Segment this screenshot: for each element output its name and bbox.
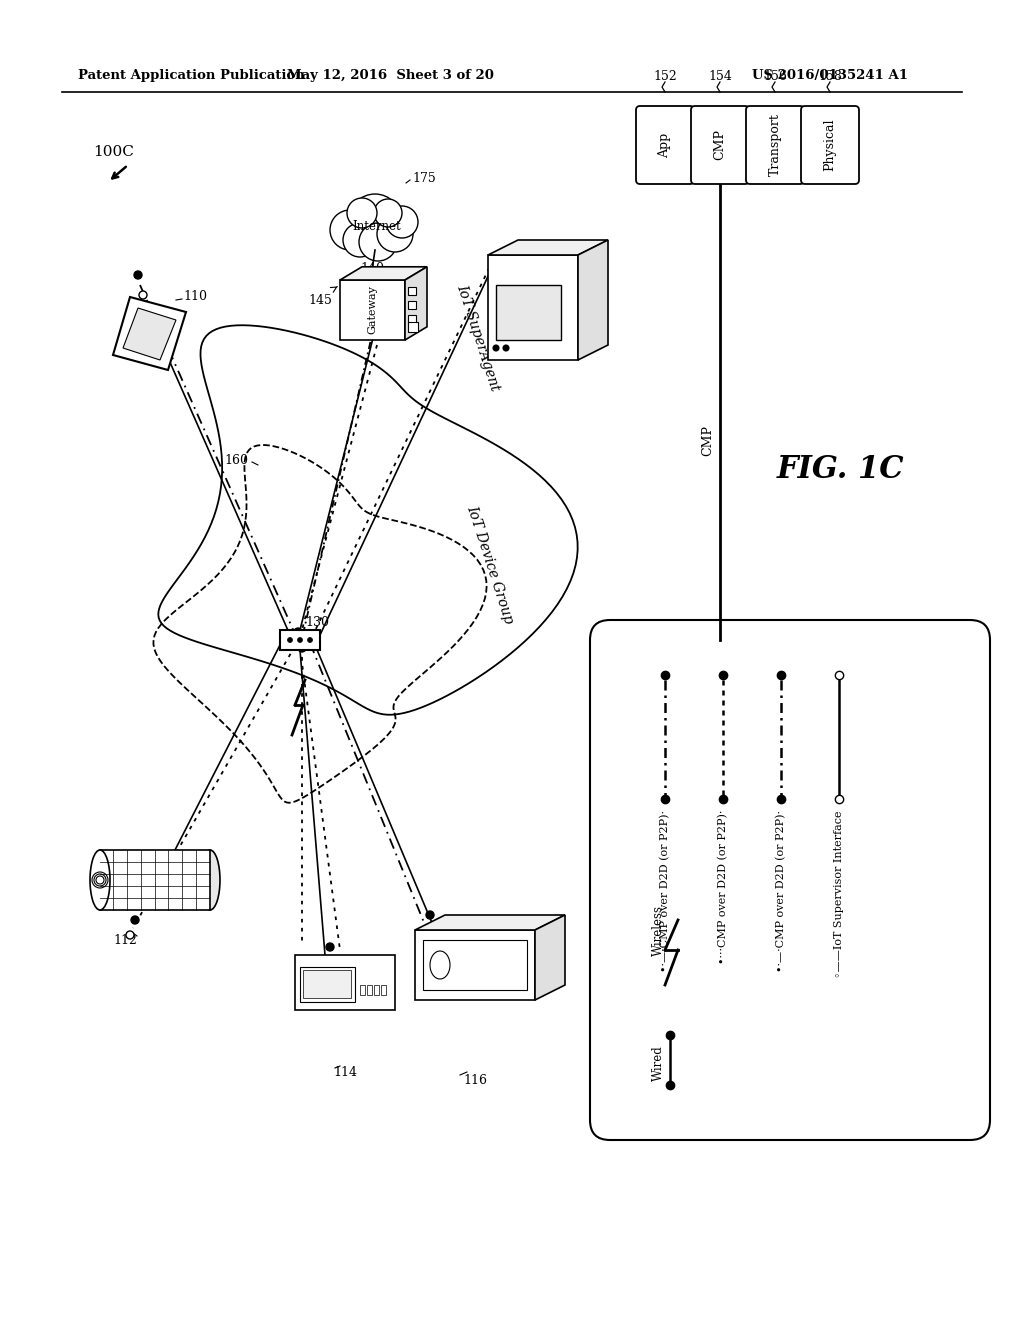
Polygon shape — [415, 915, 565, 931]
Bar — [408, 315, 416, 323]
Ellipse shape — [90, 850, 110, 909]
Circle shape — [347, 198, 377, 228]
Text: ◦——IoT Supervisor Interface: ◦——IoT Supervisor Interface — [834, 810, 844, 978]
Text: 154: 154 — [708, 70, 732, 83]
Circle shape — [298, 638, 302, 643]
Polygon shape — [488, 255, 578, 360]
Bar — [100, 850, 210, 909]
Bar — [496, 285, 561, 341]
Text: 152: 152 — [653, 70, 677, 83]
Bar — [408, 286, 416, 294]
Polygon shape — [406, 267, 427, 341]
Bar — [295, 954, 395, 1010]
Text: 140: 140 — [360, 261, 384, 275]
Text: Gateway: Gateway — [368, 285, 378, 334]
Ellipse shape — [200, 850, 220, 909]
Bar — [367, 985, 372, 995]
Circle shape — [386, 206, 418, 238]
Circle shape — [503, 345, 509, 351]
Text: Internet: Internet — [352, 219, 401, 232]
Text: Physical: Physical — [823, 119, 837, 172]
Text: May 12, 2016  Sheet 3 of 20: May 12, 2016 Sheet 3 of 20 — [287, 69, 494, 82]
Bar — [423, 940, 527, 990]
Polygon shape — [535, 915, 565, 1001]
Text: CMP: CMP — [714, 129, 726, 161]
Text: Wired: Wired — [651, 1045, 665, 1081]
Text: •·—·CMP over D2D (or P2P)·: •·—·CMP over D2D (or P2P)· — [659, 810, 670, 972]
Bar — [280, 630, 319, 649]
FancyBboxPatch shape — [746, 106, 804, 183]
Circle shape — [493, 345, 499, 351]
Text: CMP: CMP — [701, 425, 715, 455]
Text: 114: 114 — [333, 1067, 357, 1080]
Text: US 2016/0135241 A1: US 2016/0135241 A1 — [752, 69, 908, 82]
Bar — [381, 985, 386, 995]
Polygon shape — [415, 931, 535, 1001]
Circle shape — [131, 916, 139, 924]
Circle shape — [139, 290, 147, 300]
Circle shape — [298, 644, 306, 652]
Circle shape — [307, 638, 312, 643]
Text: 145: 145 — [308, 293, 332, 306]
Circle shape — [349, 194, 401, 246]
Bar — [303, 970, 351, 998]
Circle shape — [326, 942, 334, 950]
Text: 116: 116 — [463, 1073, 487, 1086]
Text: 110: 110 — [183, 290, 207, 304]
Circle shape — [330, 210, 370, 249]
Text: •···CMP over D2D (or P2P)·: •···CMP over D2D (or P2P)· — [718, 810, 728, 965]
FancyBboxPatch shape — [636, 106, 694, 183]
Bar — [374, 985, 379, 995]
FancyBboxPatch shape — [691, 106, 749, 183]
Polygon shape — [113, 297, 186, 370]
Polygon shape — [340, 267, 427, 280]
Text: 100C: 100C — [93, 145, 134, 158]
Text: Wireless: Wireless — [651, 904, 665, 956]
Text: •·—·CMP over D2D (or P2P)·: •·—·CMP over D2D (or P2P)· — [776, 810, 786, 972]
Polygon shape — [578, 240, 608, 360]
Bar — [408, 322, 418, 333]
Circle shape — [134, 271, 142, 279]
Bar — [360, 985, 365, 995]
Circle shape — [294, 628, 302, 636]
Text: IoT SuperAgent: IoT SuperAgent — [455, 282, 502, 393]
Text: 156: 156 — [763, 70, 786, 83]
Text: 158: 158 — [818, 70, 842, 83]
Circle shape — [377, 216, 413, 252]
Polygon shape — [488, 240, 608, 255]
Circle shape — [288, 638, 293, 643]
Polygon shape — [340, 280, 406, 341]
Text: App: App — [658, 132, 672, 157]
Text: Transport: Transport — [768, 114, 781, 177]
Text: IoT Device Group: IoT Device Group — [464, 504, 516, 626]
Circle shape — [343, 223, 377, 257]
Text: FIG. 1C: FIG. 1C — [776, 454, 904, 486]
Text: Patent Application Publication: Patent Application Publication — [78, 69, 305, 82]
Text: 130: 130 — [305, 615, 329, 628]
Text: 118: 118 — [521, 264, 545, 276]
Circle shape — [359, 223, 397, 261]
Ellipse shape — [430, 950, 450, 979]
FancyBboxPatch shape — [590, 620, 990, 1140]
Circle shape — [126, 931, 134, 939]
Text: 112: 112 — [113, 933, 137, 946]
Bar — [408, 301, 416, 309]
FancyBboxPatch shape — [801, 106, 859, 183]
Bar — [300, 968, 355, 1002]
Text: 175: 175 — [412, 172, 436, 185]
Polygon shape — [123, 308, 176, 360]
Circle shape — [374, 199, 402, 227]
Circle shape — [426, 911, 434, 919]
Text: 160: 160 — [224, 454, 248, 466]
